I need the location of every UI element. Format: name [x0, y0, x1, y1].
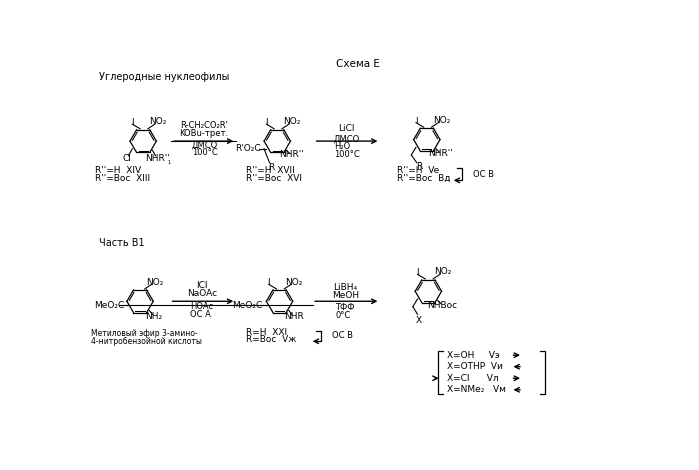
- Text: MeO₂C: MeO₂C: [232, 301, 262, 310]
- Text: NH₂: NH₂: [145, 312, 163, 321]
- Text: I: I: [416, 268, 419, 277]
- Text: R=Boc  Vж: R=Boc Vж: [246, 335, 296, 344]
- Text: ТФФ: ТФФ: [336, 303, 355, 312]
- Text: X=NMe₂   Vм: X=NMe₂ Vм: [447, 385, 506, 394]
- Text: X: X: [416, 316, 422, 325]
- Text: NHR: NHR: [284, 312, 303, 321]
- Text: OC A: OC A: [190, 310, 211, 319]
- Text: R''=H  Ve: R''=H Ve: [397, 166, 440, 175]
- Text: H₂O: H₂O: [334, 142, 350, 151]
- Text: ₁: ₁: [167, 157, 171, 165]
- Text: R''=H  XVII: R''=H XVII: [246, 166, 295, 175]
- Text: X=Cl      Vл: X=Cl Vл: [447, 374, 498, 383]
- Text: I: I: [268, 278, 270, 287]
- Text: ДМСО: ДМСО: [334, 134, 360, 143]
- Text: 100°C: 100°C: [192, 148, 218, 157]
- Text: ОС В: ОС В: [331, 331, 352, 340]
- Text: X=OH     Vэ: X=OH Vэ: [447, 351, 500, 360]
- Text: NaOAc: NaOAc: [187, 289, 217, 298]
- Text: MeO₂C: MeO₂C: [94, 301, 124, 310]
- Text: LiCl: LiCl: [338, 124, 354, 133]
- Text: Метиловый эфир 3-амино-: Метиловый эфир 3-амино-: [92, 329, 198, 338]
- Text: Часть В1: Часть В1: [99, 238, 145, 248]
- Text: NO₂: NO₂: [286, 277, 303, 287]
- Text: NO₂: NO₂: [433, 116, 450, 125]
- Text: KOBu-трет.: KOBu-трет.: [179, 129, 228, 138]
- Text: I: I: [265, 118, 268, 127]
- Text: NHR'': NHR'': [145, 154, 169, 163]
- Text: I: I: [131, 118, 134, 127]
- Text: Схема Е: Схема Е: [336, 59, 380, 69]
- Text: 0°C: 0°C: [336, 311, 351, 320]
- Text: I: I: [415, 117, 417, 125]
- Text: NHBoc: NHBoc: [427, 301, 457, 310]
- Text: R'O₂C: R'O₂C: [235, 144, 261, 153]
- Text: X=OTHP  Vи: X=OTHP Vи: [447, 362, 503, 371]
- Text: LiBH₄: LiBH₄: [333, 283, 357, 292]
- Text: ОС В: ОС В: [473, 170, 493, 179]
- Text: MeOH: MeOH: [332, 290, 359, 299]
- Text: R''=Boc  XVI: R''=Boc XVI: [246, 173, 302, 182]
- Text: HOAc: HOAc: [190, 302, 214, 311]
- Text: NO₂: NO₂: [149, 118, 166, 126]
- Text: 4-нитробензойной кислоты: 4-нитробензойной кислоты: [92, 337, 202, 346]
- Text: Cl: Cl: [122, 154, 131, 163]
- Text: R''=Boc  Вд: R''=Boc Вд: [397, 173, 451, 182]
- Text: R''=H  XIV: R''=H XIV: [95, 166, 141, 175]
- Text: NO₂: NO₂: [434, 267, 452, 276]
- Text: NHR'': NHR'': [428, 149, 453, 158]
- Text: 100°C: 100°C: [334, 149, 359, 159]
- Text: R=H  XXI: R=H XXI: [246, 328, 287, 337]
- Text: ICl: ICl: [196, 282, 208, 290]
- Text: R-CH₂CO₂R': R-CH₂CO₂R': [180, 121, 228, 130]
- Text: R''=Boc  XIII: R''=Boc XIII: [95, 173, 150, 182]
- Text: NO₂: NO₂: [283, 118, 301, 126]
- Text: R: R: [416, 162, 422, 171]
- Text: NO₂: NO₂: [146, 277, 164, 287]
- Text: Углеродные нуклеофилы: Углеродные нуклеофилы: [99, 72, 229, 82]
- Text: R: R: [268, 163, 274, 172]
- Text: NHR'': NHR'': [279, 150, 303, 159]
- Text: ДМСО: ДМСО: [192, 141, 218, 149]
